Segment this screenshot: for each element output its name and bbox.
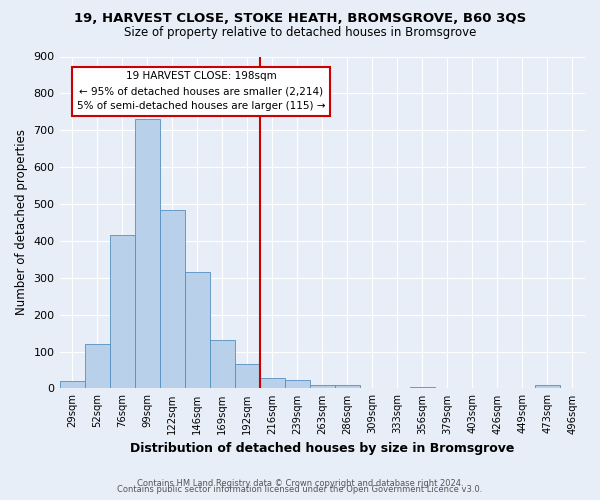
Bar [209, 340, 235, 388]
Bar [310, 384, 335, 388]
Bar [59, 381, 85, 388]
Bar [235, 364, 260, 388]
Y-axis label: Number of detached properties: Number of detached properties [15, 130, 28, 316]
Text: Size of property relative to detached houses in Bromsgrove: Size of property relative to detached ho… [124, 26, 476, 39]
Bar [410, 386, 435, 388]
Text: Contains HM Land Registry data © Crown copyright and database right 2024.: Contains HM Land Registry data © Crown c… [137, 478, 463, 488]
Text: 19, HARVEST CLOSE, STOKE HEATH, BROMSGROVE, B60 3QS: 19, HARVEST CLOSE, STOKE HEATH, BROMSGRO… [74, 12, 526, 26]
Bar [134, 119, 160, 388]
Bar [160, 210, 185, 388]
X-axis label: Distribution of detached houses by size in Bromsgrove: Distribution of detached houses by size … [130, 442, 514, 455]
Bar [335, 386, 360, 388]
Bar [285, 380, 310, 388]
Bar [110, 236, 134, 388]
Bar [535, 386, 560, 388]
Bar [260, 378, 285, 388]
Bar [85, 344, 110, 389]
Text: 19 HARVEST CLOSE: 198sqm
← 95% of detached houses are smaller (2,214)
5% of semi: 19 HARVEST CLOSE: 198sqm ← 95% of detach… [77, 72, 326, 111]
Text: Contains public sector information licensed under the Open Government Licence v3: Contains public sector information licen… [118, 485, 482, 494]
Bar [185, 272, 209, 388]
